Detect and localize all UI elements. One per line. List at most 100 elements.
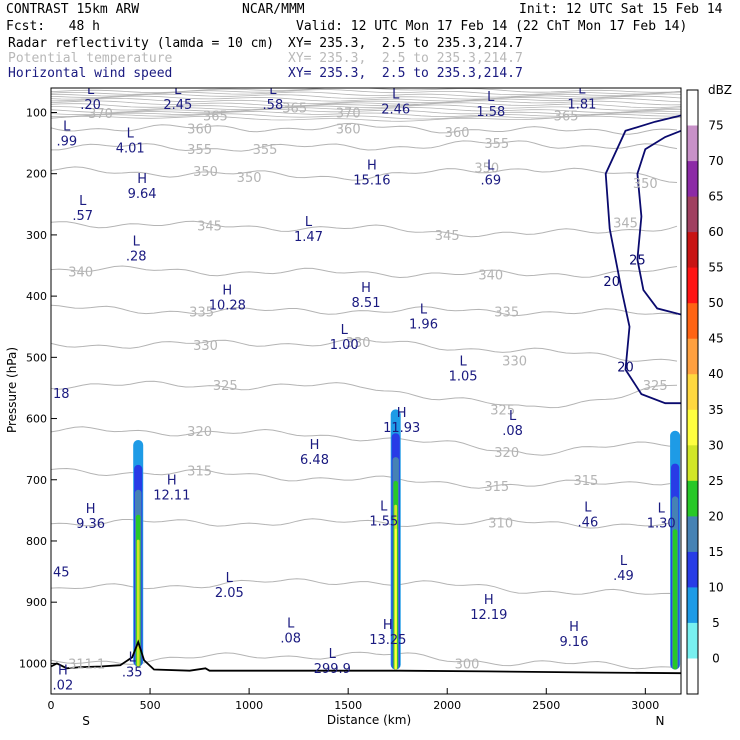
hl-type: H — [361, 281, 371, 296]
theta-label: 370 — [336, 107, 361, 122]
field-theta-name: Potential temperature — [8, 51, 173, 66]
hl-value: 9.64 — [128, 187, 157, 202]
colorbar-swatch — [687, 658, 698, 695]
hl-value: 1.58 — [476, 105, 505, 120]
colorbar-swatch — [687, 338, 698, 375]
hl-value: 4.01 — [116, 142, 145, 157]
x-tick-label: 500 — [140, 699, 161, 712]
field-wind-xy: XY= 235.3, 2.5 to 235.3,214.7 — [288, 66, 523, 81]
theta-label: 320 — [187, 425, 212, 440]
x-tick-label: 2000 — [433, 699, 461, 712]
hl-type: H — [367, 159, 377, 174]
colorbar-tick-label: 65 — [708, 190, 723, 204]
hl-value: .99 — [56, 134, 77, 149]
theta-label: 345 — [197, 220, 222, 235]
plot-frame — [50, 87, 682, 695]
theta-contour — [51, 651, 678, 670]
hl-value: .46 — [578, 516, 599, 531]
colorbar-tick-label: 15 — [708, 545, 723, 559]
theta-label: 325 — [643, 379, 668, 394]
hl-type: H — [383, 618, 393, 633]
hl-value: .35 — [122, 666, 143, 681]
theta-contours — [51, 122, 678, 670]
hl-type: L — [487, 159, 495, 174]
hl-type: L — [133, 234, 141, 249]
theta-label: 310 — [488, 517, 513, 532]
colorbar-swatch — [687, 303, 698, 340]
theta-label: 360 — [336, 122, 361, 137]
hl-value: .58 — [263, 98, 284, 113]
hl-type: H — [397, 406, 407, 421]
y-tick-label: 500 — [26, 351, 47, 364]
hl-type: H — [484, 593, 494, 608]
hl-type: L — [87, 83, 95, 98]
south-label: S — [82, 714, 90, 728]
colorbar-swatch — [687, 161, 698, 198]
theta-label: 355 — [253, 143, 278, 158]
reflectivity-cell — [136, 539, 140, 667]
theta-label: 350 — [193, 165, 218, 180]
y-tick-label: 600 — [26, 413, 47, 426]
wind-label: 20 — [603, 275, 620, 290]
y-tick-label: 100 — [26, 107, 47, 120]
hl-type: H — [58, 664, 68, 679]
colorbar-swatch — [687, 90, 698, 126]
hl-value: .49 — [613, 569, 634, 584]
y-tick-label: 700 — [26, 474, 47, 487]
theta-label: 365 — [554, 110, 579, 125]
theta-label: 350 — [474, 162, 499, 177]
colorbar-swatch — [687, 587, 698, 624]
wind-label: 25 — [629, 253, 646, 268]
theta-label: 365 — [282, 102, 307, 117]
theta-label: 315 — [187, 465, 212, 480]
north-label: N — [656, 714, 665, 728]
theta-band-line — [51, 100, 681, 107]
theta-contour — [51, 338, 678, 362]
colorbar-swatch — [687, 480, 698, 517]
theta-label: 330 — [193, 339, 218, 354]
theta-contour — [51, 578, 678, 595]
colorbar-tick-label: 30 — [708, 438, 723, 452]
x-tick-label: 0 — [48, 699, 55, 712]
colorbar-tick-label: 0 — [712, 652, 720, 666]
theta-label: 355 — [484, 137, 509, 152]
x-tick-label: 1500 — [334, 699, 362, 712]
x-tick-label: 1000 — [235, 699, 263, 712]
init-time: Init: 12 UTC Sat 15 Feb 14 — [519, 2, 723, 17]
theta-band-line — [51, 109, 681, 116]
reflectivity-cell — [672, 529, 678, 670]
theta-label: 330 — [346, 336, 371, 351]
theta-band-line — [51, 95, 681, 102]
x-tick-label: 2500 — [532, 699, 560, 712]
hl-type: L — [620, 554, 628, 569]
theta-label: 350 — [237, 171, 262, 186]
hl-value: 1.81 — [567, 98, 596, 113]
wind-contour-25 — [636, 129, 681, 316]
theta-label: 370 — [88, 107, 113, 122]
reflectivity-cores — [133, 409, 681, 670]
theta-label: 350 — [633, 177, 658, 192]
y-axis-label: Pressure (hPa) — [5, 347, 19, 433]
hl-value: 299.9 — [314, 662, 351, 677]
colorbar-tick-label: 70 — [708, 154, 723, 168]
field-wind-name: Horizontal wind speed — [8, 66, 173, 81]
theta-contour — [51, 166, 678, 183]
y-tick-label: 200 — [26, 168, 47, 181]
theta-label: 335 — [189, 305, 214, 320]
theta-label: 360 — [187, 122, 212, 137]
theta-band-line — [51, 88, 681, 93]
hl-value: .08 — [502, 424, 523, 439]
theta-label: 340 — [478, 269, 503, 284]
hl-value: 15.16 — [353, 174, 390, 189]
hl-value: 1.30 — [647, 516, 676, 531]
wind-contour-20 — [604, 114, 681, 405]
colorbar-tick-label: 45 — [708, 332, 723, 346]
colorbar-swatch — [687, 196, 698, 233]
hl-value: .28 — [126, 249, 147, 264]
colorbar-swatch — [687, 622, 698, 659]
valid-time: Valid: 12 UTC Mon 17 Feb 14 (22 ChT Mon … — [296, 19, 688, 34]
hl-type: L — [129, 651, 137, 666]
colorbar-tick-label: 5 — [712, 616, 720, 630]
